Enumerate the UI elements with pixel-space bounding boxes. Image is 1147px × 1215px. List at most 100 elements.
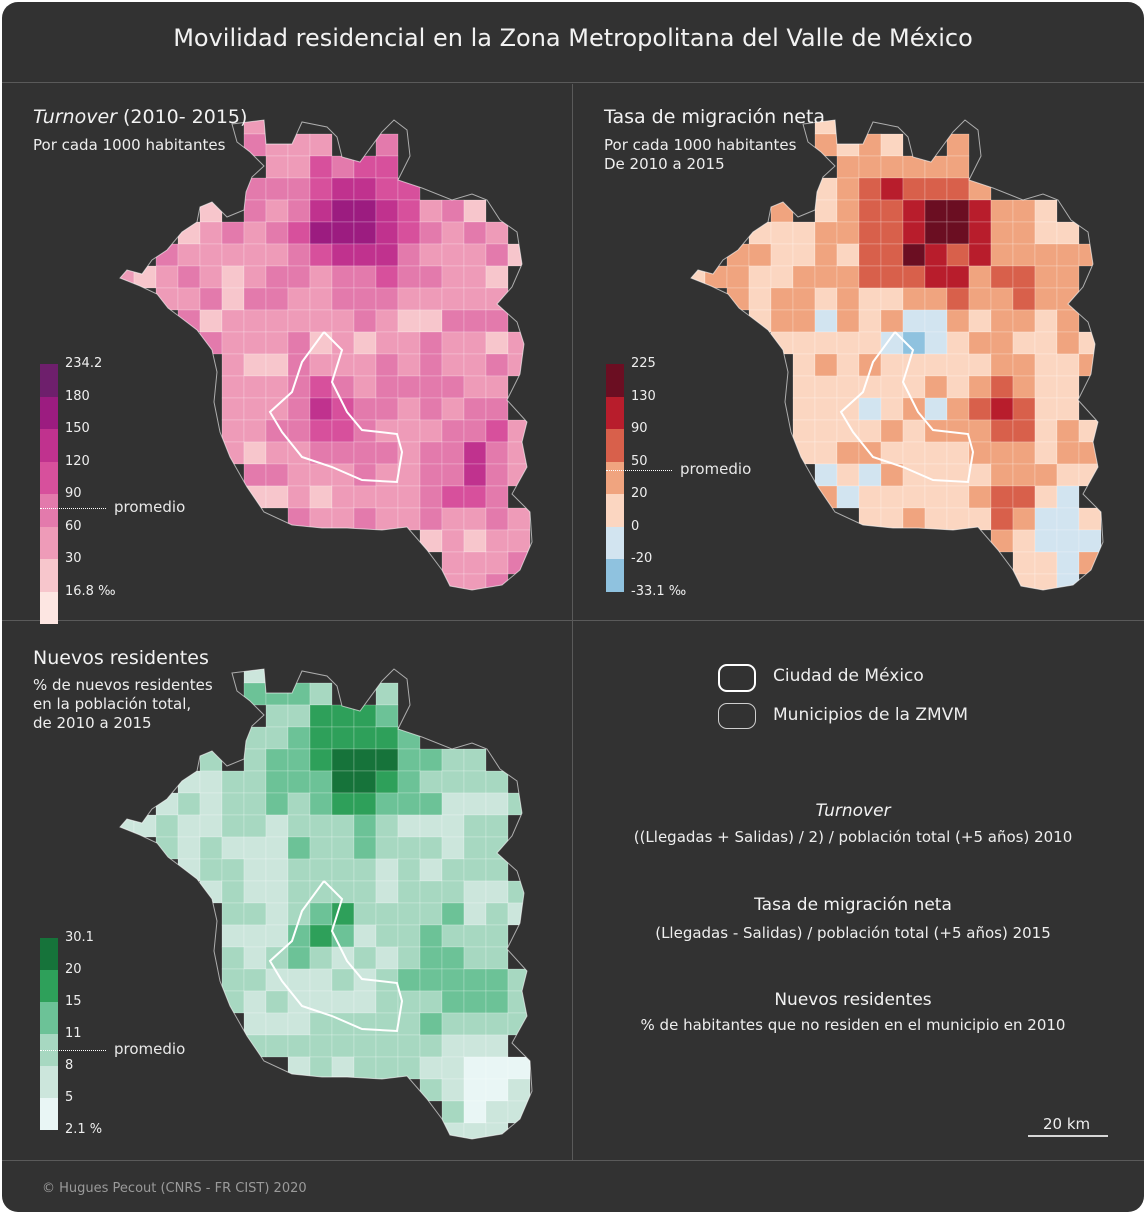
municipality-region [375,902,399,926]
municipality-region [353,485,377,509]
municipality-region [375,858,399,882]
legend-swatch [40,494,58,527]
municipality-region [397,463,421,487]
municipality-region [397,265,421,289]
panel-turnover: Turnover (2010- 2015) Por cada 1000 habi… [2,82,572,624]
municipality-region [353,199,377,223]
municipality-region [1034,265,1058,289]
municipality-region [243,858,267,882]
municipality-region [770,265,794,289]
municipality-region [265,682,289,706]
municipality-region [924,221,948,245]
municipality-region [1056,419,1080,443]
municipality-region [375,331,399,355]
municipality-region [441,397,465,421]
municipality-region [155,265,179,289]
municipality-region [748,309,772,333]
municipality-region [419,221,443,245]
legend-swatch [606,461,624,494]
municipality-region [968,221,992,245]
municipality-region [814,265,838,289]
municipality-region [309,682,333,706]
legend-swatch [40,591,58,624]
panel-turnover-title-rest: (2010- 2015) [116,106,248,128]
municipality-region [221,814,245,838]
municipality-region [309,243,333,267]
municipality-region [463,287,487,311]
municipality-region [265,902,289,926]
municipality-region [990,331,1014,355]
municipality-region [1078,331,1102,355]
municipality-region [441,902,465,926]
municipality-region [902,507,926,531]
municipality-region [199,287,223,311]
municipality-region [924,397,948,421]
municipality-region [287,770,311,794]
municipality-region [1056,309,1080,333]
municipality-region [858,221,882,245]
legend-swatch [606,364,624,397]
municipality-region [243,682,267,706]
map-turnover [119,119,533,591]
municipality-region [199,748,223,772]
municipality-region [485,529,509,553]
legend-swatch [40,1098,58,1130]
municipality-region [199,880,223,904]
municipality-region [287,177,311,201]
municipality-region [419,1012,443,1036]
municipality-region [309,792,333,816]
municipality-region [419,463,443,487]
municipality-region [265,199,289,223]
divider-top [2,82,1144,83]
municipality-region [353,353,377,377]
municipality-region [309,419,333,443]
municipality-region [1034,287,1058,311]
municipality-region [463,463,487,487]
municipality-region [221,880,245,904]
municipality-region [375,792,399,816]
municipality-region [309,397,333,421]
municipality-region [375,507,399,531]
municipality-region [485,243,509,267]
municipality-region [441,1012,465,1036]
municipality-region [221,858,245,882]
municipality-region [331,287,355,311]
municipality-region [902,199,926,223]
municipality-region [331,441,355,465]
definition-new-residents-text: % de habitantes que no residen en el mun… [640,1016,1066,1034]
municipality-region [375,133,399,157]
municipality-region [243,133,267,157]
municipality-region [243,748,267,772]
municipality-region [968,353,992,377]
municipality-region [287,243,311,267]
municipality-region [331,792,355,816]
legend-break-label: 30 [65,551,82,566]
municipality-region [419,419,443,443]
municipality-region [770,243,794,267]
municipality-region [1056,397,1080,421]
municipality-region [990,265,1014,289]
municipality-region [397,946,421,970]
municipality-region [968,309,992,333]
municipality-region [902,441,926,465]
municipality-region [990,309,1014,333]
municipality-region [177,309,201,333]
municipality-region [1034,485,1058,509]
municipality-region [485,1056,509,1080]
municipality-region [748,265,772,289]
municipality-region [397,375,421,399]
municipality-region [463,221,487,245]
municipality-region [287,1034,311,1058]
municipality-region [265,177,289,201]
municipality-region [375,243,399,267]
definition-turnover-title-text: Turnover [815,801,891,821]
cdmx-boundary [268,331,404,484]
municipality-region [441,507,465,531]
key-municipios-label: Municipios de la ZMVM [773,705,968,725]
municipality-region [463,507,487,531]
municipality-region [1056,573,1080,590]
definition-turnover-text: ((Llegadas + Salidas) / 2) / población t… [633,828,1073,846]
municipality-region [770,287,794,311]
municipality-region [265,133,289,157]
key-municipios-swatch [718,703,756,729]
